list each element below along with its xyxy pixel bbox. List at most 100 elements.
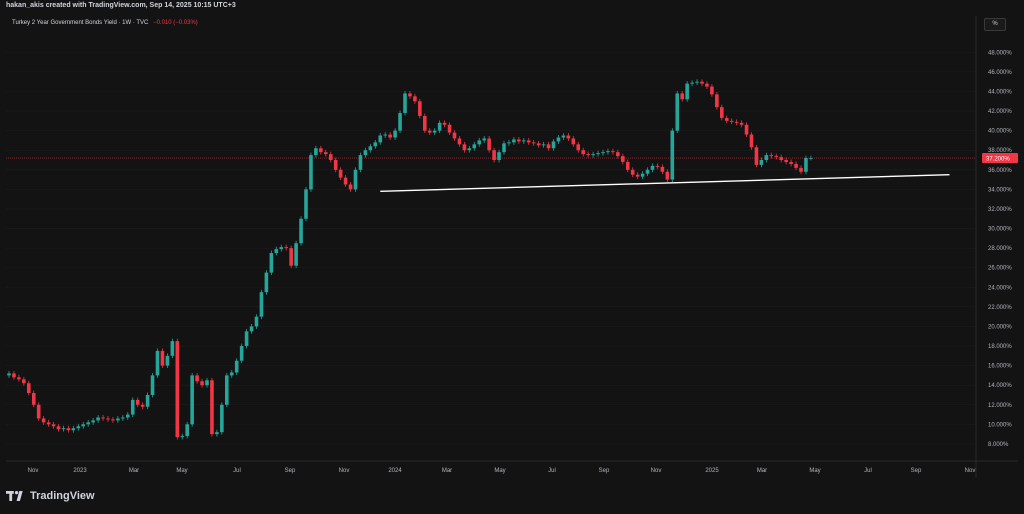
candle-body [700, 81, 704, 84]
candle-body [635, 174, 640, 177]
candle-body [210, 380, 214, 435]
candle-body [403, 93, 407, 114]
candle [789, 159, 793, 167]
y-axis[interactable]: 8.000% 10.000% 12.000% 14.000% 16.000% 18.000… [982, 50, 1018, 448]
candle [531, 139, 536, 146]
candle [512, 137, 516, 145]
y-tick-label: 16.000% [988, 364, 1012, 370]
candle [363, 147, 368, 158]
candle [591, 151, 595, 158]
candle-body [739, 122, 744, 125]
candle-body [675, 93, 680, 131]
candle [185, 421, 189, 439]
candle [106, 416, 110, 422]
candle-body [650, 165, 655, 170]
candle [477, 137, 482, 147]
candle-body [145, 394, 150, 407]
candle [324, 149, 328, 157]
candle [729, 118, 734, 125]
candle [655, 163, 660, 170]
candle [700, 79, 704, 87]
candle [304, 186, 308, 222]
y-tick-label: 30.000% [988, 227, 1012, 233]
candle [482, 136, 486, 143]
candle-body [413, 96, 417, 102]
candle [289, 245, 293, 269]
candle-body [116, 418, 120, 421]
candle [734, 119, 739, 126]
candle [650, 163, 655, 173]
candle-body [799, 167, 803, 172]
candle [685, 81, 689, 102]
candle [353, 167, 358, 192]
candle-body [576, 144, 581, 151]
x-axis[interactable]: Nov 2023 Mar May Jul Sep Nov 2024 Mar May Jul Sep No… [28, 468, 976, 474]
candle-body [467, 148, 472, 151]
candle [91, 417, 95, 425]
candle [7, 370, 11, 378]
candle [254, 314, 259, 329]
candle [606, 148, 610, 155]
candle-body [353, 169, 358, 190]
candle-body [274, 249, 279, 254]
candle-body [319, 148, 323, 153]
candle [333, 157, 338, 173]
candle [423, 113, 427, 134]
candle-body [249, 326, 254, 332]
candle-body [596, 153, 600, 155]
candle [690, 80, 694, 87]
candle [71, 425, 76, 433]
candle-body [502, 143, 506, 153]
candle-body [91, 420, 95, 423]
candle [754, 144, 759, 168]
candle [710, 84, 714, 97]
candle [630, 167, 635, 178]
x-tick-label: Nov [651, 468, 662, 474]
candle [670, 128, 675, 183]
candle [660, 164, 665, 175]
x-tick-label: Jul [233, 468, 241, 474]
candle [749, 132, 754, 150]
candle [809, 155, 813, 161]
chart-area[interactable]: 8.000% 10.000% 12.000% 14.000% 16.000% 18.000… [6, 16, 1018, 478]
candle-body [373, 142, 378, 147]
candle-body [398, 113, 402, 131]
trendline[interactable] [380, 173, 950, 193]
y-tick-label: 38.000% [988, 148, 1012, 154]
candle [274, 246, 279, 256]
price-change: −0.010 (−0.03%) [153, 20, 198, 26]
candle [27, 380, 31, 396]
candle [616, 149, 620, 159]
candle-body [135, 399, 140, 405]
candle [190, 372, 194, 427]
candle [116, 416, 120, 423]
y-tick-label: 46.000% [988, 70, 1012, 76]
candle [319, 145, 323, 155]
candle-body [665, 171, 670, 180]
candle [447, 122, 452, 136]
candle [210, 377, 214, 437]
price-chart[interactable]: 8.000% 10.000% 12.000% 14.000% 16.000% 18.000… [6, 16, 1018, 478]
candle [160, 348, 165, 369]
candle-body [497, 152, 501, 161]
candle-body [368, 146, 373, 151]
y-tick-label: 34.000% [988, 187, 1012, 193]
candle [596, 150, 600, 157]
candle-body [724, 117, 729, 121]
candle-body [41, 418, 46, 423]
candle [46, 419, 51, 427]
tradingview-branding[interactable]: TradingView [6, 488, 95, 504]
candle-body [195, 375, 199, 382]
candle-body [774, 156, 779, 158]
candle [442, 120, 447, 128]
candle [200, 378, 204, 388]
candle [126, 412, 130, 420]
candle-body [51, 424, 56, 427]
y-tick-label: 28.000% [988, 246, 1012, 252]
candle [794, 161, 798, 171]
x-tick-label: Mar [129, 468, 139, 474]
candle-body [150, 375, 155, 395]
percent-scale-button[interactable]: % [984, 18, 1006, 31]
candle-body [111, 419, 115, 421]
candle [96, 415, 100, 423]
